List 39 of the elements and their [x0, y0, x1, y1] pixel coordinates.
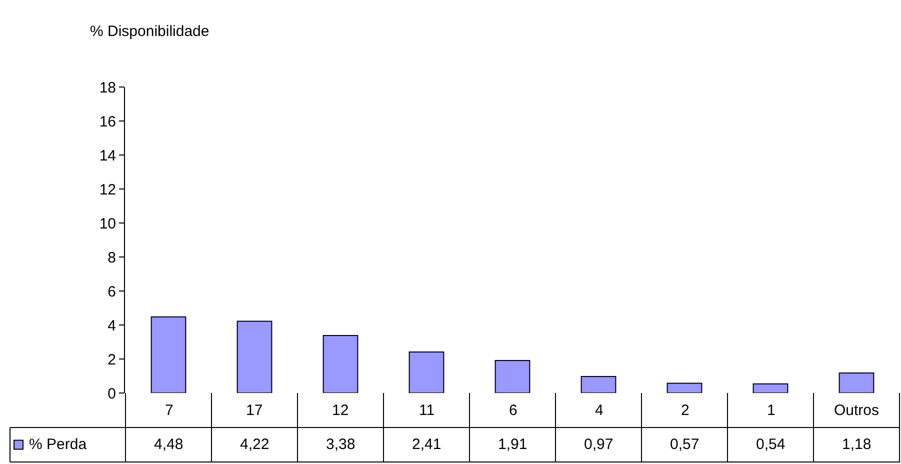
- x-tick-label: 2: [681, 402, 690, 419]
- y-tick-label: 12: [99, 181, 116, 198]
- x-tick-label: 12: [332, 402, 349, 419]
- x-tick-label: 17: [246, 402, 263, 419]
- data-label: 0,57: [670, 436, 700, 453]
- y-tick-label: 10: [99, 215, 116, 232]
- y-tick-label: 4: [108, 317, 116, 334]
- y-tick-label: 0: [108, 385, 116, 402]
- bar: [494, 360, 530, 393]
- y-tick-label: 18: [99, 79, 116, 96]
- bar: [580, 376, 616, 393]
- data-label: 1,18: [842, 436, 872, 453]
- bar: [752, 383, 788, 393]
- bar: [408, 352, 444, 393]
- data-label: 0,97: [584, 436, 614, 453]
- y-tick-label: 6: [108, 283, 116, 300]
- x-tick-label: 1: [767, 402, 776, 419]
- data-label: 0,54: [756, 436, 786, 453]
- bar: [236, 320, 272, 393]
- bar: [838, 372, 874, 393]
- y-tick-label: 2: [108, 351, 116, 368]
- bar: [150, 316, 186, 393]
- x-tick-label: 7: [165, 402, 174, 419]
- x-tick-label: 11: [419, 402, 435, 419]
- data-label: 3,38: [326, 436, 356, 453]
- y-tick-label: 16: [99, 113, 116, 130]
- data-label: 1,91: [498, 436, 528, 453]
- data-label: 2,41: [412, 436, 442, 453]
- data-label: 4,48: [154, 436, 184, 453]
- data-label: 4,22: [240, 436, 270, 453]
- x-tick-label: 4: [595, 402, 604, 419]
- y-tick-label: 14: [99, 147, 116, 164]
- legend-label: % Perda: [29, 436, 88, 453]
- x-tick-label: Outros: [834, 402, 880, 419]
- bar: [322, 335, 358, 393]
- y-axis-title: % Disponibilidade: [90, 23, 210, 40]
- y-tick-label: 8: [108, 249, 116, 266]
- bar: [666, 382, 702, 393]
- x-tick-label: 6: [509, 402, 518, 419]
